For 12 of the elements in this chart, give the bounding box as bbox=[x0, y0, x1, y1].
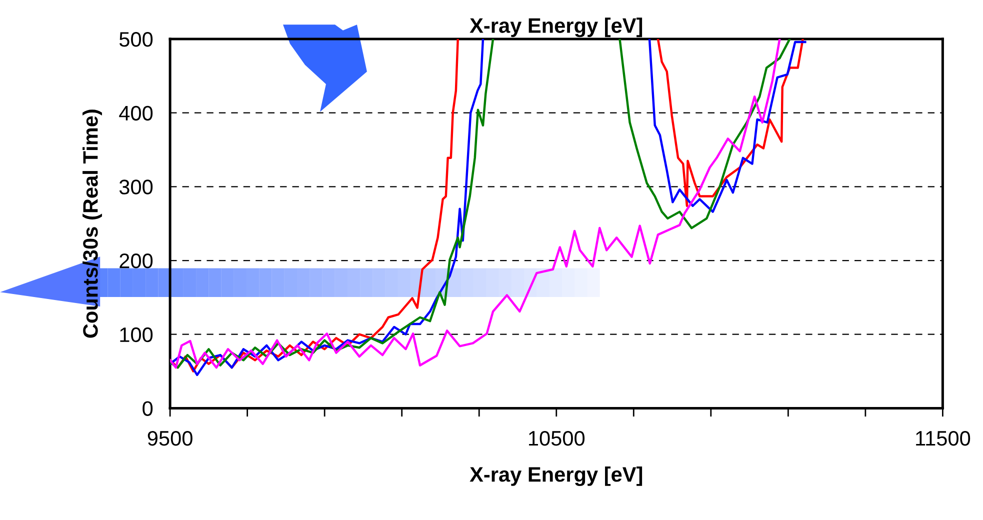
y-tick-label: 400 bbox=[119, 106, 153, 121]
text: X-ray Energy [eV] bbox=[470, 18, 642, 38]
y-tick-label: 500 bbox=[119, 32, 153, 47]
y-tick-label: 300 bbox=[119, 180, 153, 194]
x-tick-label: 10500 bbox=[529, 430, 585, 446]
x-axis-title: X-ray Energy [eV] bbox=[470, 466, 642, 486]
y-axis-title: Counts/30s (Real Time) bbox=[82, 110, 102, 338]
x-tick-label: 9500 bbox=[148, 430, 192, 446]
y-tick-label: 200 bbox=[120, 254, 153, 268]
x-tick-label: 11500 bbox=[916, 430, 970, 446]
y-tick-label: 100 bbox=[120, 327, 153, 342]
y-tick-label: 0 bbox=[142, 401, 153, 416]
